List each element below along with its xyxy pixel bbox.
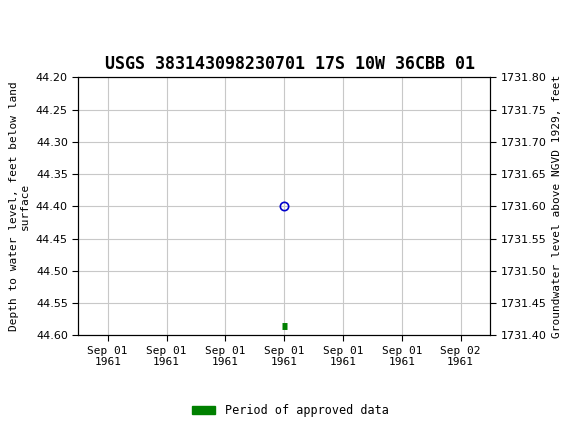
Legend: Period of approved data: Period of approved data — [187, 399, 393, 422]
Y-axis label: Groundwater level above NGVD 1929, feet: Groundwater level above NGVD 1929, feet — [552, 75, 562, 338]
Text: USGS 383143098230701 17S 10W 36CBB 01: USGS 383143098230701 17S 10W 36CBB 01 — [105, 55, 475, 73]
Y-axis label: Depth to water level, feet below land
surface: Depth to water level, feet below land su… — [9, 82, 30, 331]
Text: ≈USGS: ≈USGS — [9, 11, 67, 30]
